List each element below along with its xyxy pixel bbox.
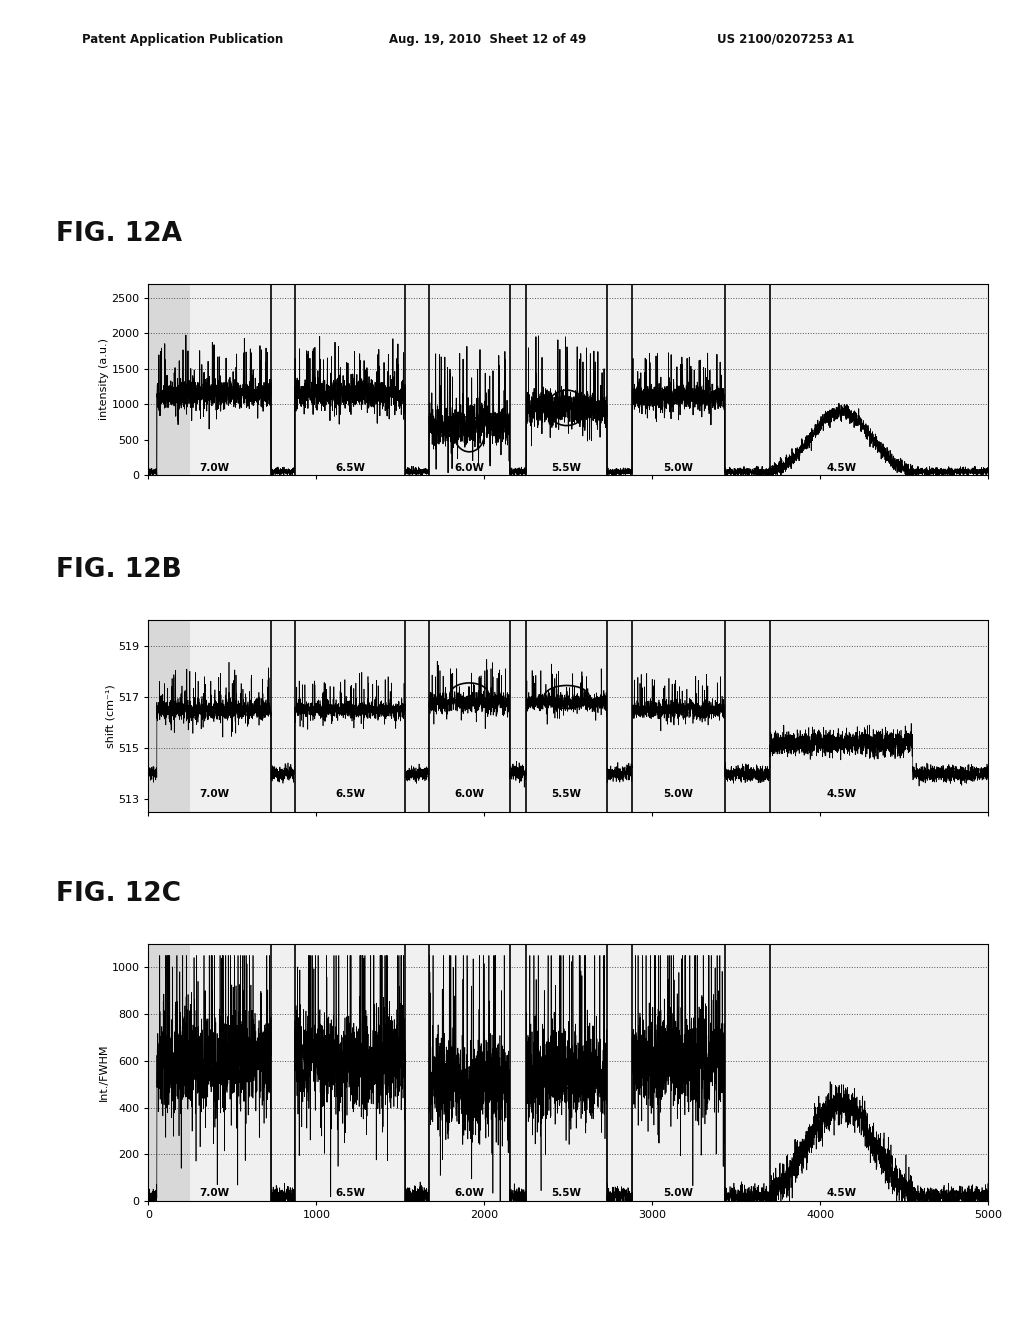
Y-axis label: Int./FWHM: Int./FWHM — [98, 1044, 109, 1101]
Text: 7.0W: 7.0W — [199, 789, 229, 799]
Text: 5.5W: 5.5W — [552, 1188, 582, 1197]
Text: FIG. 12C: FIG. 12C — [56, 880, 181, 907]
Text: 7.0W: 7.0W — [199, 1188, 229, 1197]
Text: Aug. 19, 2010  Sheet 12 of 49: Aug. 19, 2010 Sheet 12 of 49 — [389, 33, 587, 46]
Text: 5.0W: 5.0W — [664, 789, 693, 799]
Text: 6.5W: 6.5W — [335, 1188, 365, 1197]
Text: 5.0W: 5.0W — [664, 1188, 693, 1197]
Text: Patent Application Publication: Patent Application Publication — [82, 33, 284, 46]
Y-axis label: intensity (a.u.): intensity (a.u.) — [98, 338, 109, 421]
Text: 5.5W: 5.5W — [552, 463, 582, 473]
Text: 4.5W: 4.5W — [826, 463, 856, 473]
Text: FIG. 12B: FIG. 12B — [56, 557, 182, 583]
Bar — [190, 284, 988, 475]
Text: 6.5W: 6.5W — [335, 789, 365, 799]
Text: 4.5W: 4.5W — [826, 1188, 856, 1197]
Text: US 2100/0207253 A1: US 2100/0207253 A1 — [717, 33, 854, 46]
Text: 5.0W: 5.0W — [664, 463, 693, 473]
Y-axis label: shift (cm⁻¹): shift (cm⁻¹) — [105, 684, 116, 748]
Text: 6.0W: 6.0W — [455, 463, 484, 473]
Text: 6.5W: 6.5W — [335, 463, 365, 473]
Text: 7.0W: 7.0W — [199, 463, 229, 473]
Bar — [190, 944, 988, 1201]
Text: 6.0W: 6.0W — [455, 789, 484, 799]
Bar — [190, 620, 988, 812]
Text: FIG. 12A: FIG. 12A — [56, 220, 182, 247]
Text: 4.5W: 4.5W — [826, 789, 856, 799]
Text: 5.5W: 5.5W — [552, 789, 582, 799]
Text: 6.0W: 6.0W — [455, 1188, 484, 1197]
